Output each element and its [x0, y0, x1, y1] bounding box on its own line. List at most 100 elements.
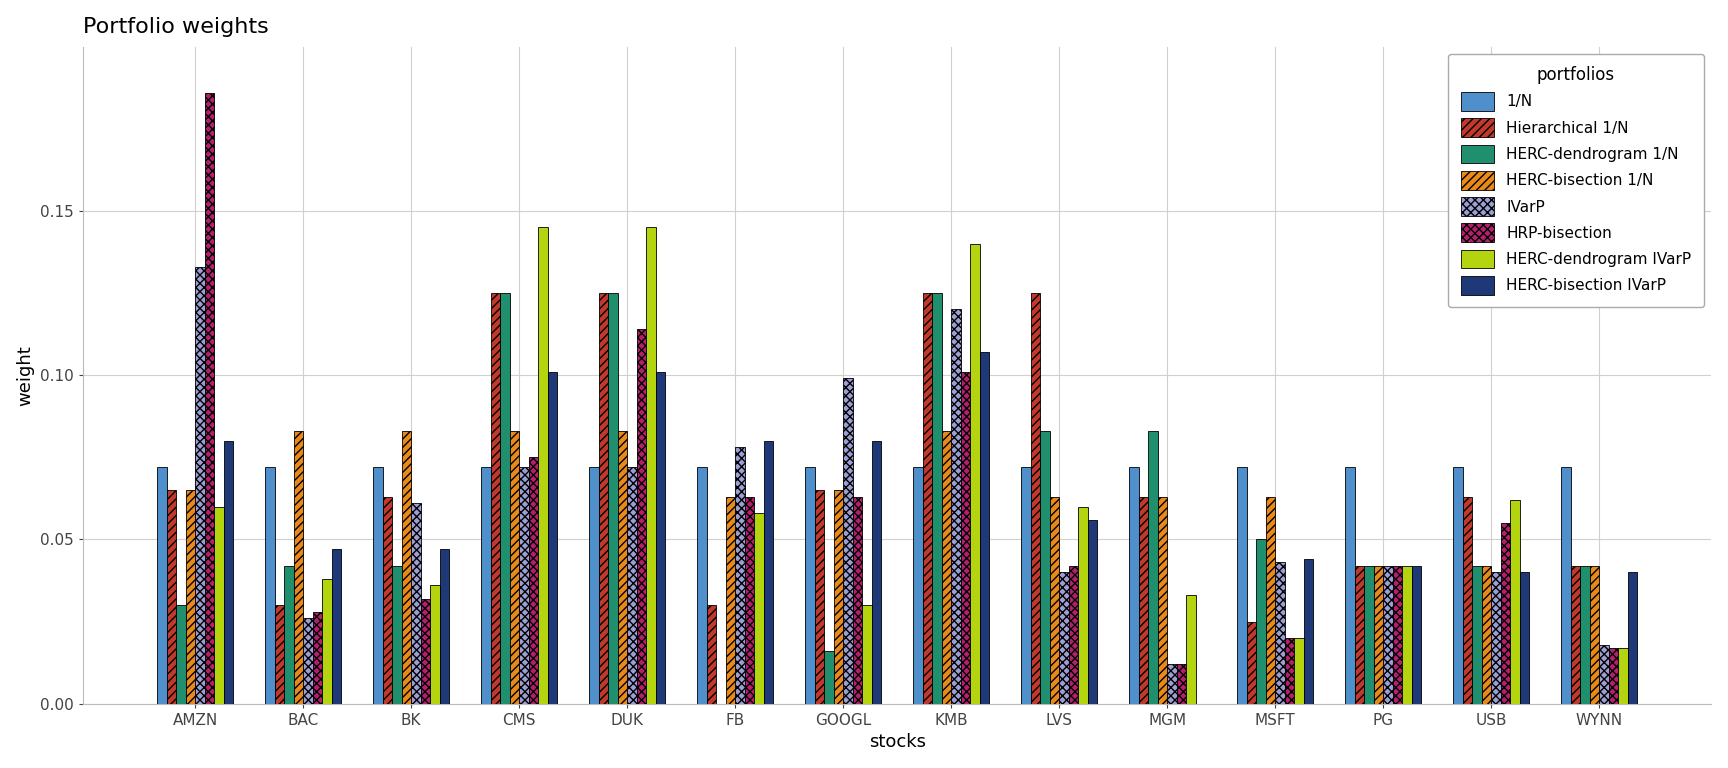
Bar	[373, 467, 382, 703]
Bar	[275, 605, 283, 703]
Bar	[1275, 562, 1284, 703]
Bar	[1619, 648, 1628, 703]
Bar	[1453, 467, 1464, 703]
Bar	[1049, 497, 1059, 703]
Bar	[980, 353, 988, 703]
Bar	[283, 566, 294, 703]
Bar	[1059, 572, 1068, 703]
Bar	[1284, 638, 1294, 703]
Bar	[491, 293, 499, 703]
Bar	[548, 372, 556, 703]
Bar	[1344, 467, 1355, 703]
Legend: 1/N, Hierarchical 1/N, HERC-dendrogram 1/N, HERC-bisection 1/N, IVarP, HRP-bisec: 1/N, Hierarchical 1/N, HERC-dendrogram 1…	[1448, 55, 1704, 307]
Bar	[608, 293, 617, 703]
Bar	[499, 293, 510, 703]
Bar	[166, 490, 176, 703]
Bar	[157, 467, 166, 703]
Bar	[1562, 467, 1571, 703]
Bar	[1139, 497, 1147, 703]
Bar	[214, 507, 223, 703]
Bar	[264, 467, 275, 703]
Bar	[1265, 497, 1275, 703]
Bar	[294, 431, 302, 703]
Bar	[1185, 595, 1196, 703]
Bar	[1464, 497, 1472, 703]
Bar	[1393, 566, 1401, 703]
Bar	[195, 266, 204, 703]
Bar	[1128, 467, 1139, 703]
Bar	[961, 372, 969, 703]
Bar	[1087, 520, 1097, 703]
Bar	[1581, 566, 1590, 703]
Bar	[1068, 566, 1078, 703]
Text: Portfolio weights: Portfolio weights	[83, 17, 270, 37]
Bar	[1401, 566, 1412, 703]
Bar	[302, 618, 313, 703]
Bar	[1177, 664, 1185, 703]
Bar	[537, 227, 548, 703]
Bar	[1078, 507, 1087, 703]
Bar	[726, 497, 734, 703]
Bar	[805, 467, 814, 703]
Bar	[420, 598, 430, 703]
Bar	[185, 490, 195, 703]
Bar	[1246, 621, 1256, 703]
Bar	[439, 549, 449, 703]
Bar	[753, 513, 764, 703]
Bar	[1600, 644, 1609, 703]
Bar	[764, 441, 772, 703]
Bar	[1472, 566, 1483, 703]
Bar	[1491, 572, 1502, 703]
Bar	[1166, 664, 1177, 703]
Bar	[1382, 566, 1393, 703]
Bar	[734, 448, 745, 703]
Bar	[862, 605, 871, 703]
Bar	[646, 227, 655, 703]
Bar	[1355, 566, 1363, 703]
Bar	[1374, 566, 1382, 703]
Y-axis label: weight: weight	[17, 345, 35, 406]
Bar	[1021, 467, 1030, 703]
Bar	[223, 441, 233, 703]
Bar	[1256, 539, 1265, 703]
Bar	[1510, 500, 1521, 703]
Bar	[1237, 467, 1246, 703]
Bar	[204, 93, 214, 703]
Bar	[1609, 648, 1619, 703]
Bar	[696, 467, 707, 703]
Bar	[392, 566, 401, 703]
Bar	[598, 293, 608, 703]
Bar	[923, 293, 931, 703]
Bar	[655, 372, 665, 703]
Bar	[1412, 566, 1420, 703]
Bar	[1628, 572, 1638, 703]
Bar	[430, 585, 439, 703]
Bar	[1483, 566, 1491, 703]
X-axis label: stocks: stocks	[869, 733, 926, 751]
Bar	[589, 467, 598, 703]
Bar	[931, 293, 942, 703]
Bar	[1158, 497, 1166, 703]
Bar	[411, 503, 420, 703]
Bar	[321, 579, 332, 703]
Bar	[707, 605, 715, 703]
Bar	[1521, 572, 1529, 703]
Bar	[1040, 431, 1049, 703]
Bar	[833, 490, 843, 703]
Bar	[480, 467, 491, 703]
Bar	[852, 497, 862, 703]
Bar	[1363, 566, 1374, 703]
Bar	[627, 467, 636, 703]
Bar	[950, 310, 961, 703]
Bar	[1303, 559, 1313, 703]
Bar	[1590, 566, 1600, 703]
Bar	[912, 467, 923, 703]
Bar	[969, 243, 980, 703]
Bar	[824, 651, 833, 703]
Bar	[636, 329, 646, 703]
Bar	[1030, 293, 1040, 703]
Bar	[814, 490, 824, 703]
Bar	[871, 441, 881, 703]
Bar	[401, 431, 411, 703]
Bar	[518, 467, 529, 703]
